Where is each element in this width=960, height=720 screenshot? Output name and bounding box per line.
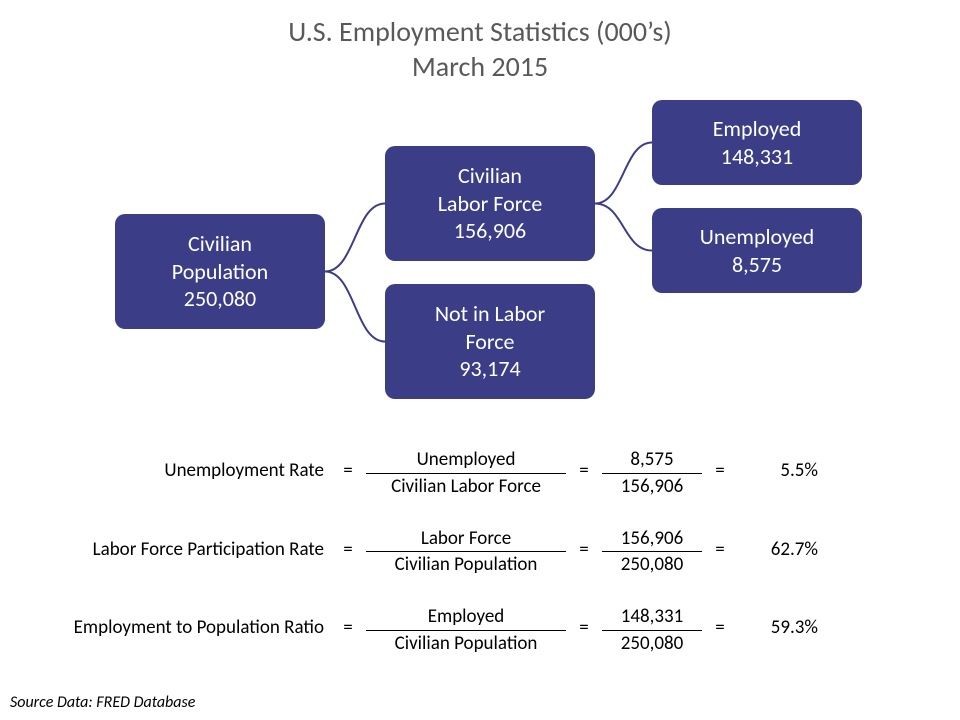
formula-result: 62.7%: [738, 527, 818, 562]
node-not-in-labor-force: Not in Labor Force 93,174: [385, 284, 595, 399]
formula-result: 5.5%: [738, 448, 818, 483]
node-label: Civilian: [458, 162, 522, 190]
fraction-numerator: Labor Force: [366, 527, 566, 553]
node-label: Employed: [713, 115, 802, 143]
formula-fraction-terms: Labor Force Civilian Population: [366, 527, 566, 578]
equals-sign: =: [566, 605, 602, 640]
node-value: 8,575: [732, 251, 782, 279]
page-title: U.S. Employment Statistics (000’s) March…: [0, 0, 960, 84]
fraction-numerator: Unemployed: [366, 448, 566, 474]
node-value: 156,906: [454, 217, 526, 245]
node-label: Unemployed: [700, 223, 814, 251]
equals-sign: =: [702, 605, 738, 640]
node-employed: Employed 148,331: [652, 100, 862, 185]
node-civilian-population: Civilian Population 250,080: [115, 214, 325, 329]
fraction-denominator: 156,906: [613, 474, 692, 499]
fraction-numerator: Employed: [366, 605, 566, 631]
equals-sign: =: [566, 527, 602, 562]
node-unemployed: Unemployed 8,575: [652, 208, 862, 293]
node-value: 148,331: [721, 143, 793, 171]
fraction-numerator: 148,331: [602, 605, 702, 631]
equals-sign: =: [566, 448, 602, 483]
fraction-denominator: Civilian Labor Force: [383, 474, 549, 499]
equals-sign: =: [330, 605, 366, 640]
equals-sign: =: [702, 448, 738, 483]
equals-sign: =: [330, 527, 366, 562]
formula-fraction-terms: Unemployed Civilian Labor Force: [366, 448, 566, 499]
equals-sign: =: [702, 527, 738, 562]
title-line-1: U.S. Employment Statistics (000’s): [288, 14, 672, 49]
equals-sign: =: [330, 448, 366, 483]
fraction-numerator: 8,575: [602, 448, 702, 474]
formula-row: Labor Force Participation Rate = Labor F…: [0, 527, 960, 578]
formula-fraction-values: 156,906 250,080: [602, 527, 702, 578]
fraction-denominator: Civilian Population: [387, 631, 546, 656]
title-line-2: March 2015: [412, 49, 548, 84]
node-label: Force: [465, 328, 514, 356]
formulas-section: Unemployment Rate = Unemployed Civilian …: [0, 448, 960, 684]
node-value: 93,174: [459, 355, 520, 383]
formula-row: Unemployment Rate = Unemployed Civilian …: [0, 448, 960, 499]
fraction-denominator: Civilian Population: [387, 552, 546, 577]
formula-fraction-values: 8,575 156,906: [602, 448, 702, 499]
formula-name: Employment to Population Ratio: [0, 605, 330, 640]
formula-fraction-values: 148,331 250,080: [602, 605, 702, 656]
node-value: 250,080: [184, 285, 256, 313]
fraction-denominator: 250,080: [613, 631, 692, 656]
node-civilian-labor-force: Civilian Labor Force 156,906: [385, 146, 595, 261]
formula-name: Labor Force Participation Rate: [0, 527, 330, 562]
formula-result: 59.3%: [738, 605, 818, 640]
formula-row: Employment to Population Ratio = Employe…: [0, 605, 960, 656]
fraction-numerator: 156,906: [602, 527, 702, 553]
node-label: Not in Labor: [435, 300, 545, 328]
fraction-denominator: 250,080: [613, 552, 692, 577]
formula-name: Unemployment Rate: [0, 448, 330, 483]
tree-diagram: Civilian Population 250,080 Civilian Lab…: [0, 84, 960, 464]
formula-fraction-terms: Employed Civilian Population: [366, 605, 566, 656]
node-label: Labor Force: [438, 190, 543, 218]
source-citation: Source Data: FRED Database: [10, 693, 195, 712]
node-label: Population: [172, 258, 268, 286]
node-label: Civilian: [188, 230, 252, 258]
